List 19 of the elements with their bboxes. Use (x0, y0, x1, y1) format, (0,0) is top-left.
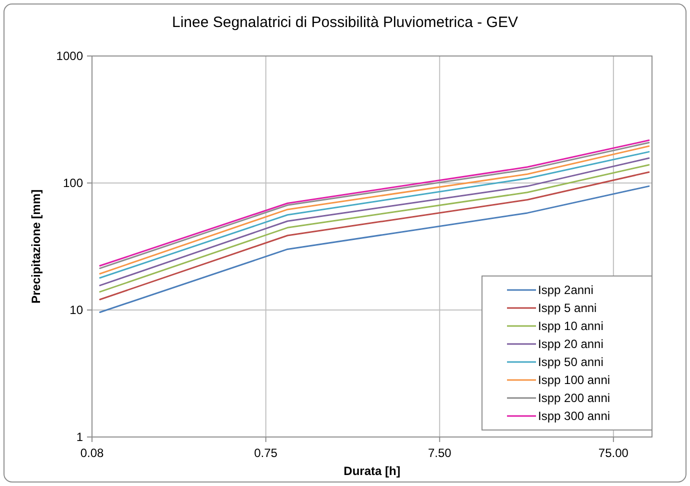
x-tick-label: 0.75 (254, 446, 278, 460)
legend-label: Ispp 100 anni (538, 373, 610, 387)
y-tick-label: 10 (70, 303, 84, 317)
chart-title: Linee Segnalatrici di Possibilità Pluviometrica - GEV (172, 14, 518, 31)
legend-label: Ispp 50 anni (538, 355, 604, 369)
x-tick-label: 0.08 (80, 446, 104, 460)
y-tick-label: 100 (62, 176, 84, 190)
y-tick-label: 1 (76, 430, 84, 444)
x-tick-label: 7.50 (428, 446, 452, 460)
legend-label: Ispp 20 anni (538, 337, 604, 351)
y-axis-title: Precipitazione [mm] (29, 189, 43, 304)
legend-label: Ispp 200 anni (538, 391, 610, 405)
legend-label: Ispp 300 anni (538, 409, 610, 423)
legend-label: Ispp 10 anni (538, 319, 604, 333)
y-tick-label: 1000 (56, 49, 84, 63)
x-tick-label: 75.00 (598, 446, 629, 460)
legend-label: Ispp 2anni (538, 283, 594, 297)
legend-label: Ispp 5 anni (538, 301, 597, 315)
x-axis-title: Durata [h] (344, 464, 400, 478)
